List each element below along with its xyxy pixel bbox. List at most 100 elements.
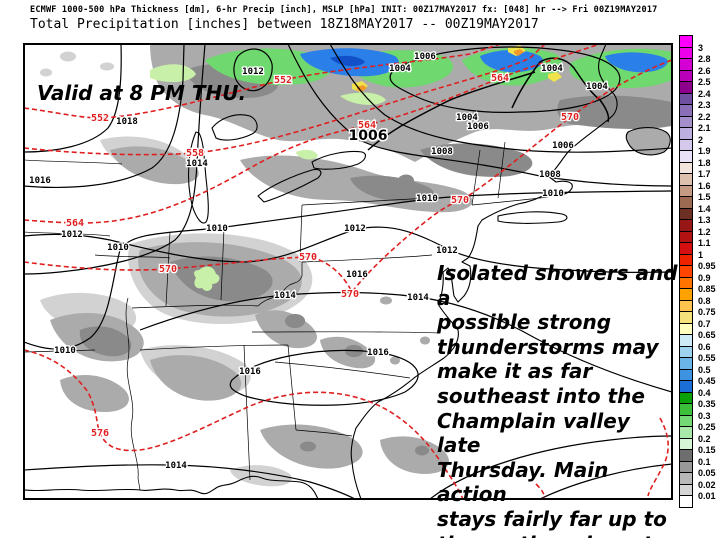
- colorbar-tick-label: 1.2: [698, 226, 711, 237]
- colorbar-tick-label: 0.85: [698, 284, 716, 294]
- colorbar-tick-label: 0.15: [698, 445, 716, 455]
- colorbar-tick-label: 0.7: [698, 318, 711, 329]
- colorbar-tick-label: 0.75: [698, 307, 716, 317]
- thickness-contour-label: 552: [274, 75, 292, 86]
- colorbar-tick-label: 2.5: [698, 77, 711, 87]
- mslp-contour-label: 1018: [116, 117, 138, 127]
- precip-colorbar: [679, 35, 693, 508]
- colorbar-tick-label: 0.02: [698, 479, 716, 490]
- colorbar-tick-label: 2: [698, 134, 704, 145]
- model-title-line2: Total Precipitation [inches] between 18Z…: [30, 17, 539, 32]
- mslp-contour-label: 1012: [436, 246, 458, 256]
- colorbar-tick-label: 1.8: [698, 157, 711, 168]
- thickness-contour-label: 570: [299, 252, 317, 263]
- discussion-line: the north and west: [437, 532, 679, 538]
- thickness-contour-label: 564: [66, 218, 84, 229]
- mslp-contour-label: 1010: [206, 224, 228, 234]
- mslp-contour-label: 1014: [165, 461, 187, 471]
- mslp-contour-label: 1014: [407, 293, 429, 303]
- discussion-line: Champlain valley late: [437, 408, 630, 458]
- mslp-contour-label: 1012: [344, 224, 366, 234]
- colorbar-tick-label: 1: [698, 249, 704, 260]
- mslp-contour-label: 1014: [274, 291, 296, 301]
- mslp-contour-label: 1016: [346, 270, 368, 280]
- thickness-contour-label: 552: [91, 113, 109, 124]
- colorbar-tick-label: 0.45: [698, 376, 716, 386]
- model-title-line1: ECMWF 1000-500 hPa Thickness [dm], 6-hr …: [30, 5, 658, 15]
- colorbar-tick-label: 3: [698, 42, 704, 53]
- colorbar-tick-label: 0.35: [698, 399, 716, 409]
- thickness-contour-label: 564: [491, 73, 509, 84]
- colorbar-tick-label: 1.7: [698, 169, 711, 179]
- mslp-contour-label: 1010: [416, 194, 438, 204]
- forecast-discussion-annotation: Isolated showers and a possible strong thu…: [437, 261, 679, 538]
- colorbar-tick-label: 0.1: [698, 456, 711, 467]
- colorbar-tick-label: 0.4: [698, 387, 711, 398]
- colorbar-tick-label: 0.9: [698, 272, 711, 283]
- colorbar-tick-label: 0.25: [698, 422, 716, 432]
- colorbar-tick-label: 0.01: [698, 491, 716, 501]
- colorbar-tick-label: 1.6: [698, 180, 711, 191]
- coastline: [25, 45, 671, 498]
- mslp-contour-label: 1006: [552, 141, 574, 151]
- discussion-line: make it as far: [437, 359, 593, 384]
- colorbar-tick-label: 0.5: [698, 364, 711, 375]
- mslp-contour-label: 1004: [389, 64, 411, 74]
- colorbar-tick-label: 2.8: [698, 54, 711, 64]
- thickness-contour-label: 558: [186, 148, 204, 159]
- thickness-contour-label: 570: [561, 112, 579, 123]
- mslp-contour-label: 1004: [456, 113, 478, 123]
- thickness-contour-label: 570: [451, 195, 469, 206]
- mslp-contour-label: 1008: [431, 147, 453, 157]
- discussion-line: stays fairly far up to: [437, 506, 667, 531]
- thickness-contour-label: 576: [91, 428, 109, 439]
- mslp-contour-label: 1010: [54, 346, 76, 356]
- thickness-contour-label: 570: [159, 264, 177, 275]
- mslp-contour-label: 1012: [242, 67, 264, 77]
- colorbar-tick-label: 2.2: [698, 111, 711, 122]
- mslp-contour-label: 1008: [539, 170, 561, 180]
- mslp-contour-label: 1010: [107, 243, 129, 253]
- mslp-contour-label: 1016: [239, 367, 261, 377]
- low-center-label: 1006: [349, 128, 388, 144]
- colorbar-tick-label: 0.65: [698, 330, 716, 340]
- mslp-contour-label: 1004: [586, 82, 608, 92]
- thickness-contours: [25, 45, 671, 498]
- colorbar-tick-label: 0.6: [698, 341, 711, 352]
- colorbar-tick-label: 0.8: [698, 295, 711, 306]
- colorbar-tick-label: 1.9: [698, 146, 711, 156]
- discussion-line: Isolated showers and a: [437, 261, 678, 310]
- colorbar-tick-label: 0.95: [698, 261, 716, 271]
- colorbar-tick-label: 0.3: [698, 410, 711, 421]
- colorbar-tick-label: 2.3: [698, 100, 711, 110]
- colorbar-tick-label: 2.4: [698, 88, 711, 99]
- discussion-line: Thursday. Main action: [437, 457, 609, 507]
- colorbar-cell: [679, 495, 693, 508]
- mslp-contour-label: 1006: [467, 122, 489, 132]
- colorbar-tick-label: 2.1: [698, 123, 711, 133]
- discussion-line: thunderstorms may: [437, 334, 659, 359]
- valid-time-annotation: Valid at 8 PM THU.: [37, 81, 247, 105]
- mslp-contour-label: 1010: [542, 189, 564, 199]
- mslp-contour-label: 1014: [186, 159, 208, 169]
- mslp-contour-label: 1012: [61, 230, 83, 240]
- mslp-contours: [25, 45, 671, 498]
- colorbar-tick-label: 1.4: [698, 203, 711, 214]
- mslp-contour-label: 1004: [541, 64, 563, 74]
- mslp-contour-label: 1016: [29, 176, 51, 186]
- discussion-line: possible strong: [437, 310, 612, 335]
- mslp-contour-labels: 1012 100410061004100410041006100610081008…: [28, 51, 610, 473]
- discussion-line: southeast into the: [437, 383, 645, 408]
- colorbar-tick-label: 0.05: [698, 468, 716, 478]
- thickness-contour-labels: 552 552 558 564 564 564 570 570 570 570 570 576: [65, 72, 581, 441]
- thickness-contour-label: 564: [358, 120, 376, 131]
- mslp-contour-label: 1016: [367, 348, 389, 358]
- colorbar-tick-label: 1.3: [698, 215, 711, 225]
- colorbar-tick-label: 2.6: [698, 65, 711, 76]
- colorbar-tick-label: 1.1: [698, 238, 711, 248]
- colorbar-tick-label: 1.5: [698, 192, 711, 202]
- thickness-contour-label: 570: [341, 289, 359, 300]
- mslp-contour-label: 1006: [414, 52, 436, 62]
